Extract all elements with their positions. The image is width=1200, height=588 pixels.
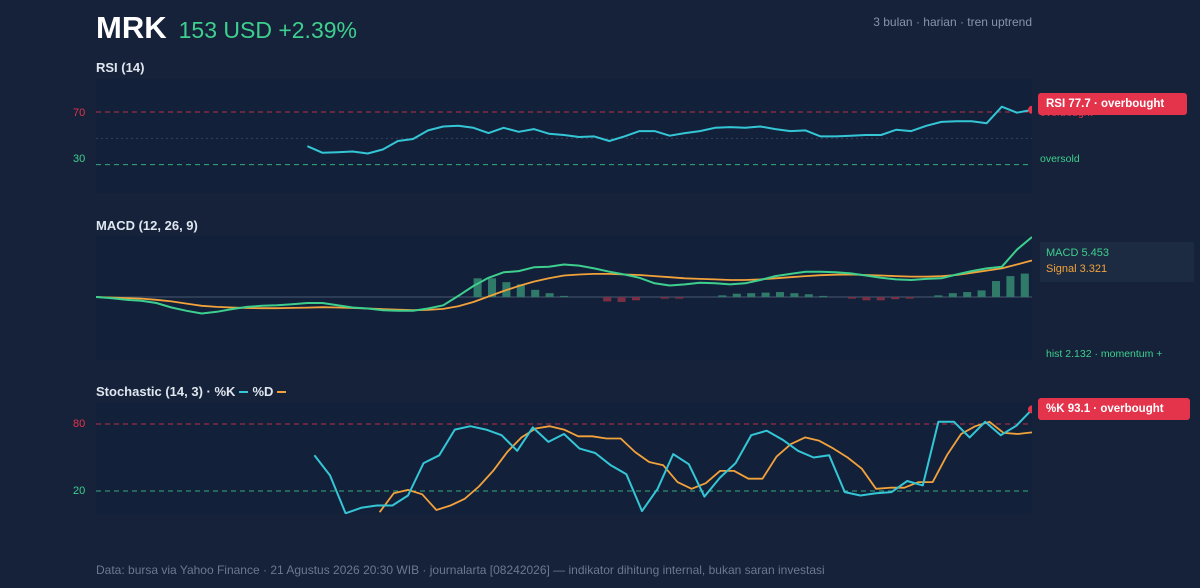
macd-hist-bar [905,297,914,299]
stoch-title-row: Stochastic (14, 3) · %K %D [96,384,287,399]
macd-hist-bar [718,295,727,297]
macd-hist-bar [790,293,799,297]
macd-hist-bar [559,295,569,297]
macd-legend-box: MACD 5.453 Signal 3.321 [1040,242,1194,282]
stoch-tick-80: 80 [73,418,86,430]
rsi-title: RSI (14) [96,60,145,75]
header: MRK 153 USD +2.39% [96,10,357,46]
stoch-tick-20: 20 [73,485,86,497]
chart-meta: 3 bulan · harian · tren uptrend [873,15,1032,29]
macd-hist-bar [761,292,770,297]
rsi-panel [96,79,1032,193]
footer-note: Data: bursa via Yahoo Finance · 21 Agust… [96,563,825,577]
stoch-panel [96,402,1032,514]
macd-hist-bar [934,295,943,297]
rsi-value-tag: RSI 77.7 · overbought [1038,93,1187,115]
macd-hist-bar [531,289,540,297]
macd-hist-bar [603,297,612,302]
macd-hist-bar [819,295,828,297]
macd-hist-bar [977,290,986,297]
d-legend-label: %D [252,384,274,399]
macd-hist-bar [545,293,554,297]
rsi-tick-70: 70 [73,107,86,119]
signal-value-label: Signal 3.321 [1046,263,1108,275]
macd-hist-bar [732,293,741,297]
rsi-tick-30: 30 [73,153,86,165]
stoch-value-tag: %K 93.1 · overbought [1038,398,1190,420]
stoch-last-point [1028,405,1032,414]
stoch-k-line [313,408,1032,514]
macd-hist-bar [775,292,785,297]
stoch-title: Stochastic (14, 3) · %K [96,384,236,399]
macd-hist-bar [747,293,756,297]
macd-hist-bar [1006,276,1015,297]
k-legend-swatch [239,390,249,393]
macd-hist-bar [675,297,684,299]
macd-hist-bar [516,284,525,297]
macd-hist-bar [963,292,972,297]
macd-hist-bar [1020,273,1029,297]
macd-plot [96,236,1032,315]
macd-line [96,236,1032,315]
price-change: 153 USD +2.39% [178,17,357,43]
rsi-last-point [1028,105,1032,114]
signal-line [96,259,1032,312]
macd-hist-bar [631,297,641,301]
macd-hist-bar [473,278,482,297]
macd-hist-bar [660,297,669,299]
rsi-oversold-label: oversold [1040,153,1080,165]
d-legend-swatch [277,390,287,393]
macd-hist-bar [617,297,626,302]
macd-value-label: MACD 5.453 [1046,247,1109,259]
macd-hist-bar [948,293,957,297]
rsi-line [306,105,1032,155]
macd-title: MACD (12, 26, 9) [96,218,198,233]
macd-hist-bar [804,294,813,297]
macd-hist-bar [991,281,1001,297]
macd-hist-bar [862,297,871,301]
macd-hist-bar [487,278,497,297]
ticker-symbol: MRK [96,10,167,45]
rsi-plot [96,105,1032,166]
hist-label: hist 2.132 · momentum + [1046,348,1163,360]
stoch-plot [96,405,1032,514]
macd-hist-bar [891,297,900,300]
macd-panel [96,236,1032,360]
macd-hist-bar [876,297,885,301]
macd-hist-bar [847,297,857,299]
